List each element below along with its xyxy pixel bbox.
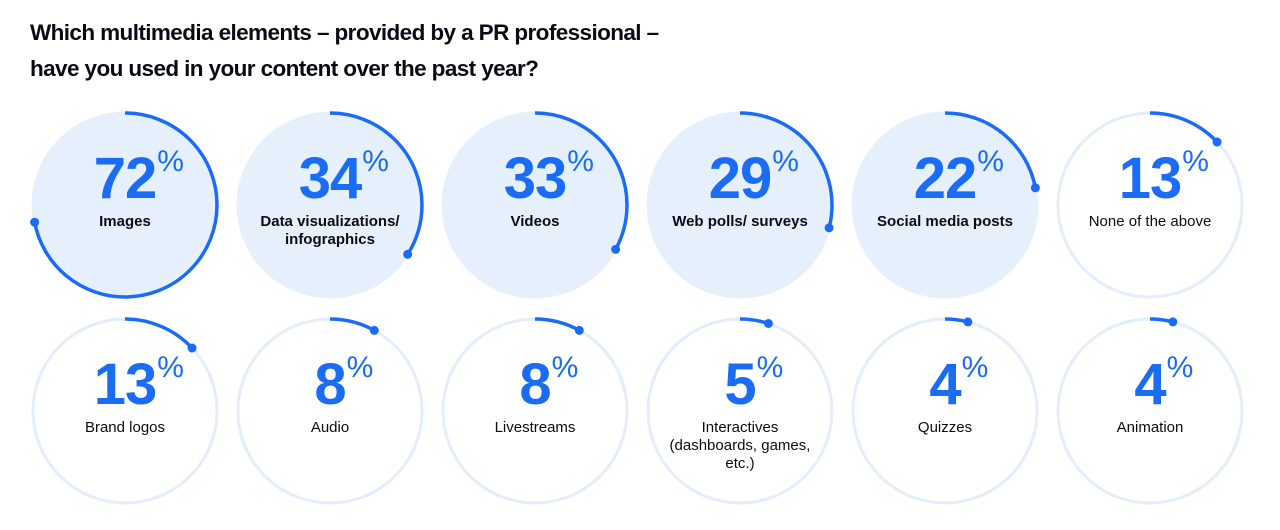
gauge-value: 13% (93, 351, 184, 417)
percent-sign: % (157, 351, 184, 384)
gauge-label: Brand logos (84, 419, 166, 436)
gauge-label: Audio (310, 419, 350, 436)
progress-ring-icon (236, 111, 424, 299)
gauge-brand-logos: 13% Brand logos (25, 311, 225, 511)
gauge-label: Web polls/ surveys (672, 213, 808, 230)
percent-sign: % (756, 351, 784, 384)
percent-sign: % (346, 351, 374, 384)
gauge-value: 4% (1134, 351, 1193, 417)
percent-sign: % (551, 351, 579, 384)
gauge-value: 34% (298, 145, 389, 211)
gauge-label: Images (99, 213, 151, 230)
gauge-label: Data visualizations/ infographics (260, 213, 400, 248)
gauge-label: Animation (1116, 419, 1184, 436)
chart-title-line-2: have you used in your content over the p… (30, 56, 539, 81)
percent-sign: % (567, 145, 594, 178)
gauge-value: 22% (913, 145, 1004, 211)
gauge-value: 4% (929, 351, 988, 417)
gauge-web-polls: 29% Web polls/ surveys (640, 105, 840, 305)
gauge-none-of-the-above: 13% None of the above (1050, 105, 1250, 305)
gauge-value: 33% (503, 145, 594, 211)
percent-sign: % (1166, 351, 1194, 384)
progress-ring-icon (30, 111, 219, 299)
chart-title-line-1: Which multimedia elements – provided by … (30, 20, 659, 45)
gauge-value: 13% (1118, 145, 1209, 211)
gauge-label: Quizzes (917, 419, 973, 436)
percent-sign: % (772, 145, 799, 178)
progress-ring-icon (441, 111, 629, 299)
gauge-value: 72% (93, 145, 184, 211)
progress-ring-icon (646, 111, 834, 299)
gauge-images: 72% Images (25, 105, 225, 305)
gauge-quizzes: 4% Quizzes (845, 311, 1045, 511)
gauge-social-media-posts: 22% Social media posts (845, 105, 1045, 305)
gauge-value: 29% (708, 145, 799, 211)
gauge-data-visualizations: 34% Data visualizations/ infographics (230, 105, 430, 305)
gauge-label: Livestreams (494, 419, 576, 436)
progress-ring-icon (1056, 111, 1244, 299)
gauge-livestreams: 8% Livestreams (435, 311, 635, 511)
progress-ring-icon (646, 317, 834, 505)
gauge-label: Interactives (dashboards, games, etc.) (669, 419, 811, 472)
percent-sign: % (977, 145, 1004, 178)
percent-sign: % (1182, 145, 1209, 178)
percent-sign: % (157, 145, 184, 178)
progress-ring-icon (441, 317, 629, 505)
gauge-label: Social media posts (877, 213, 1013, 230)
gauge-videos: 33% Videos (435, 105, 635, 305)
gauge-label: Videos (510, 213, 560, 230)
progress-ring-icon (236, 317, 424, 505)
percent-sign: % (961, 351, 989, 384)
gauge-audio: 8% Audio (230, 311, 430, 511)
gauge-value: 5% (724, 351, 783, 417)
gauge-value: 8% (519, 351, 578, 417)
gauge-value: 8% (314, 351, 373, 417)
chart-title: Which multimedia elements – provided by … (30, 15, 659, 87)
progress-ring-icon (31, 317, 219, 505)
progress-ring-icon (1056, 317, 1244, 505)
progress-ring-icon (851, 317, 1039, 505)
gauge-label: None of the above (1088, 213, 1212, 230)
gauge-interactives: 5% Interactives (dashboards, games, etc.… (640, 311, 840, 511)
gauge-animation: 4% Animation (1050, 311, 1250, 511)
progress-ring-icon (851, 111, 1040, 299)
percent-sign: % (362, 145, 389, 178)
